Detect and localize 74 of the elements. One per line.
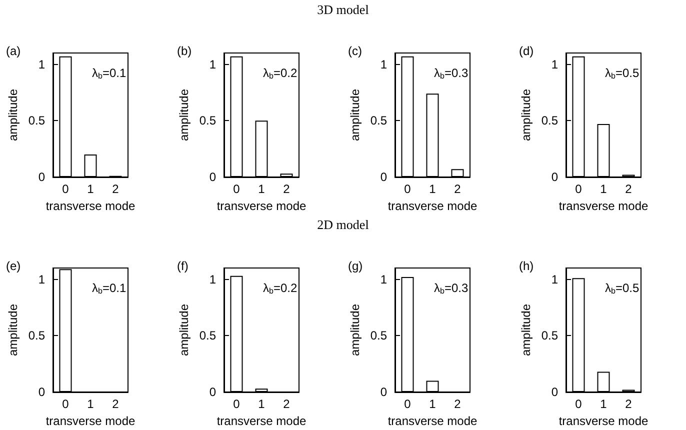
y-axis-title: amplitude	[177, 88, 191, 142]
y-tick-label: 1	[209, 57, 216, 72]
y-tick-label: 0.5	[199, 114, 216, 128]
x-axis-title: transverse mode	[216, 198, 307, 213]
x-tick-label: 0	[575, 182, 582, 196]
y-tick-label: 0	[209, 385, 216, 399]
chart-title: (e)	[6, 259, 21, 273]
x-tick-label: 2	[625, 397, 632, 411]
y-tick-label: 1	[38, 57, 46, 72]
y-tick-label: 1	[380, 272, 388, 286]
y-tick-label: 0.5	[370, 114, 388, 128]
y-tick-label: 0	[551, 385, 558, 399]
chart-title: (b)	[177, 44, 192, 58]
x-axis-title: transverse mode	[558, 198, 649, 213]
y-tick-label: 1	[380, 57, 388, 72]
y-tick-label: 1	[209, 272, 216, 286]
y-tick-label: 0	[380, 170, 388, 184]
x-tick-label: 0	[62, 182, 70, 196]
y-axis-title: amplitude	[519, 88, 533, 142]
x-tick-label: 2	[283, 182, 290, 196]
y-tick-label: 1	[38, 272, 46, 286]
x-tick-label: 2	[625, 182, 632, 196]
x-tick-label: 2	[283, 397, 290, 411]
y-tick-label: 1	[551, 272, 558, 286]
text: 2D model	[316, 216, 370, 232]
x-tick-label: 2	[454, 182, 462, 196]
y-axis-title: amplitude	[6, 88, 20, 142]
x-tick-label: 1	[258, 397, 266, 411]
y-tick-label: 0.5	[28, 114, 46, 128]
y-tick-label: 0	[380, 385, 388, 399]
y-axis-title: amplitude	[348, 88, 362, 142]
x-tick-label: 2	[112, 397, 120, 411]
y-tick-label: 0.5	[541, 328, 558, 343]
x-axis-title: transverse mode	[216, 414, 307, 428]
chart-title: (g)	[348, 259, 363, 273]
y-tick-label: 0.5	[541, 114, 558, 128]
x-axis-title: transverse mode	[558, 414, 649, 428]
x-tick-label: 0	[404, 182, 412, 196]
y-tick-label: 0	[38, 385, 46, 399]
x-tick-label: 0	[62, 397, 70, 411]
x-tick-label: 1	[87, 397, 94, 411]
y-axis-title: amplitude	[177, 304, 191, 356]
y-axis-title: amplitude	[519, 304, 533, 356]
x-tick-label: 1	[600, 397, 608, 411]
x-axis-title: transverse mode	[46, 198, 136, 213]
y-axis-title: amplitude	[348, 304, 362, 356]
x-tick-label: 2	[454, 397, 462, 411]
x-tick-label: 2	[112, 182, 120, 196]
y-tick-label: 0	[38, 170, 46, 184]
x-tick-label: 1	[258, 182, 266, 196]
chart-title: (a)	[6, 44, 21, 58]
y-tick-label: 0.5	[370, 328, 388, 343]
x-tick-label: 0	[233, 397, 240, 411]
x-tick-label: 1	[429, 182, 436, 196]
x-axis-title: transverse mode	[388, 198, 478, 213]
text: 3D model	[316, 1, 370, 17]
chart-title: (c)	[348, 44, 362, 58]
x-axis-title: transverse mode	[388, 414, 478, 428]
x-tick-label: 0	[233, 182, 240, 196]
y-tick-label: 0.5	[28, 328, 46, 343]
y-tick-label: 0	[209, 170, 216, 184]
y-tick-label: 0	[551, 170, 558, 184]
y-axis-title: amplitude	[6, 304, 20, 356]
chart-title: (f)	[177, 259, 188, 273]
chart-title: (d)	[519, 44, 534, 58]
x-tick-label: 0	[404, 397, 412, 411]
y-tick-label: 1	[551, 57, 558, 72]
chart-title: (h)	[519, 259, 534, 273]
x-tick-label: 1	[87, 182, 94, 196]
x-tick-label: 1	[429, 397, 436, 411]
x-tick-label: 0	[575, 397, 582, 411]
y-tick-label: 0.5	[199, 328, 216, 343]
x-tick-label: 1	[600, 182, 608, 196]
x-axis-title: transverse mode	[46, 414, 136, 428]
